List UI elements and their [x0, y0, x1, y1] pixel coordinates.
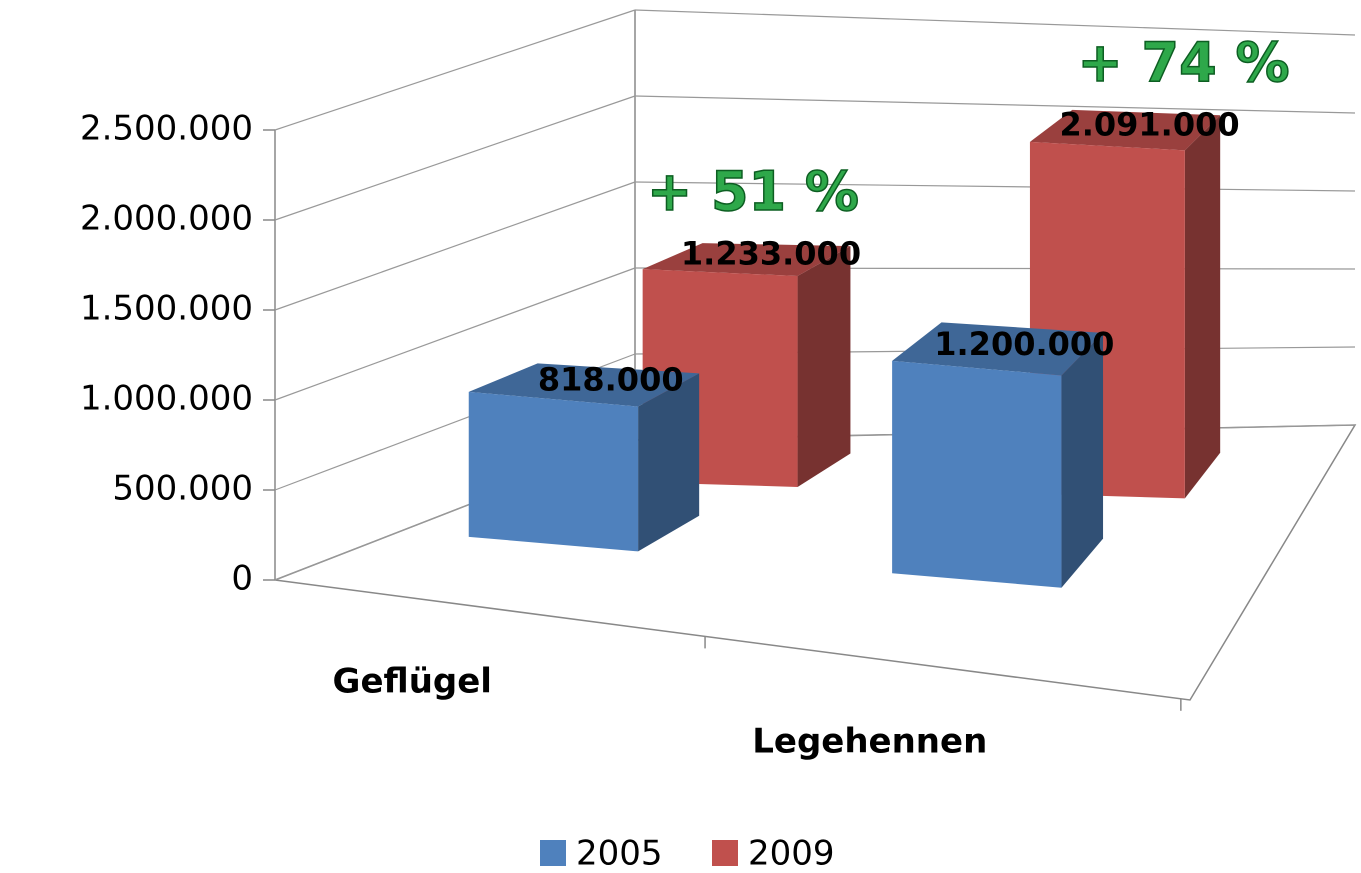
bar-side: [638, 373, 700, 552]
value-label: 1.233.000: [681, 234, 861, 272]
bar-side: [1061, 332, 1104, 588]
grid-line: [634, 9, 1356, 36]
value-label: 2.091.000: [1059, 105, 1239, 143]
y-tick-label: 2.500.000: [80, 109, 253, 149]
annotation: + 74 %: [1077, 31, 1289, 94]
legend-swatch: [712, 840, 738, 866]
grid-line: [274, 95, 636, 221]
grid-line: [274, 9, 636, 131]
bar-side: [797, 246, 851, 487]
x-tick-label: Geflügel: [333, 662, 492, 702]
value-label: 1.200.000: [934, 325, 1114, 363]
y-tick-label: 1.500.000: [80, 289, 253, 329]
bar-top: [1029, 109, 1221, 151]
grid-line: [274, 267, 636, 401]
bar: [468, 391, 639, 552]
bar-top: [642, 243, 851, 277]
bar: [892, 360, 1062, 588]
legend-label: 2009: [748, 834, 835, 873]
bar-side: [1184, 115, 1221, 499]
value-label: 818.000: [538, 361, 684, 399]
x-tick-label: Legehennen: [752, 722, 987, 762]
y-tick-label: 1.000.000: [80, 379, 253, 419]
grid-line: [634, 181, 1356, 192]
grid-line: [634, 95, 1356, 114]
legend-label: 2005: [576, 834, 663, 873]
bar-top: [468, 363, 700, 407]
annotation: + 51 %: [647, 160, 859, 223]
legend-swatch: [540, 840, 566, 866]
y-tick-label: 0: [231, 559, 253, 599]
y-tick-label: 2.000.000: [80, 199, 253, 239]
bar-top: [892, 322, 1104, 376]
y-tick-label: 500.000: [112, 469, 253, 509]
grid-line: [274, 181, 636, 311]
